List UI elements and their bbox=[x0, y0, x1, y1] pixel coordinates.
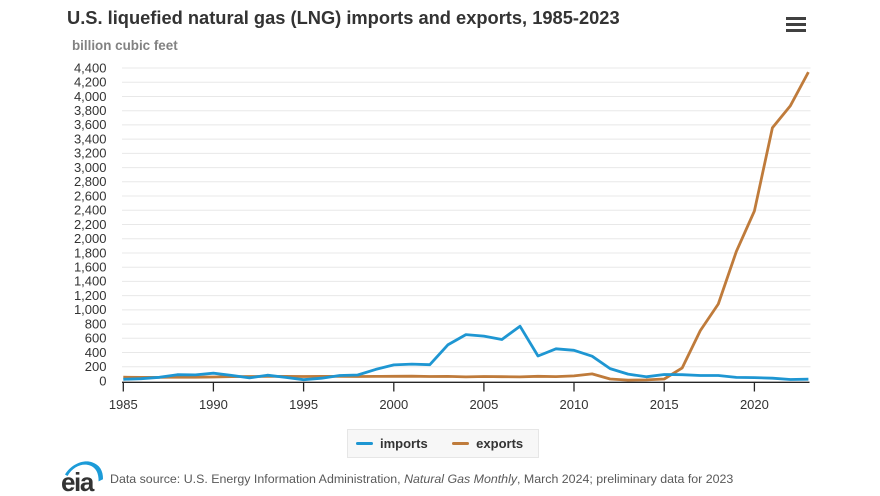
svg-text:4,200: 4,200 bbox=[74, 75, 107, 90]
svg-text:2005: 2005 bbox=[469, 397, 498, 412]
svg-text:3,400: 3,400 bbox=[74, 131, 107, 146]
svg-text:2,400: 2,400 bbox=[74, 203, 107, 218]
svg-text:2,200: 2,200 bbox=[74, 217, 107, 232]
svg-text:3,800: 3,800 bbox=[74, 103, 107, 118]
svg-text:1,200: 1,200 bbox=[74, 288, 107, 303]
svg-text:4,400: 4,400 bbox=[74, 60, 107, 75]
svg-text:2015: 2015 bbox=[650, 397, 679, 412]
svg-text:1995: 1995 bbox=[289, 397, 318, 412]
svg-text:2,800: 2,800 bbox=[74, 174, 107, 189]
svg-text:4,000: 4,000 bbox=[74, 89, 107, 104]
svg-text:1,000: 1,000 bbox=[74, 302, 107, 317]
svg-text:1985: 1985 bbox=[109, 397, 138, 412]
svg-text:0: 0 bbox=[99, 373, 106, 388]
svg-text:3,200: 3,200 bbox=[74, 146, 107, 161]
svg-text:3,600: 3,600 bbox=[74, 117, 107, 132]
svg-text:200: 200 bbox=[85, 359, 107, 374]
svg-text:2010: 2010 bbox=[560, 397, 589, 412]
svg-text:1,600: 1,600 bbox=[74, 260, 107, 275]
svg-text:1,800: 1,800 bbox=[74, 245, 107, 260]
svg-text:3,000: 3,000 bbox=[74, 160, 107, 175]
svg-text:800: 800 bbox=[85, 316, 107, 331]
svg-text:400: 400 bbox=[85, 345, 107, 360]
svg-text:eia: eia bbox=[61, 467, 95, 496]
svg-text:600: 600 bbox=[85, 331, 107, 346]
svg-text:2,000: 2,000 bbox=[74, 231, 107, 246]
svg-text:2020: 2020 bbox=[740, 397, 769, 412]
svg-text:1990: 1990 bbox=[199, 397, 228, 412]
svg-text:2000: 2000 bbox=[379, 397, 408, 412]
svg-text:1,400: 1,400 bbox=[74, 274, 107, 289]
svg-text:2,600: 2,600 bbox=[74, 188, 107, 203]
